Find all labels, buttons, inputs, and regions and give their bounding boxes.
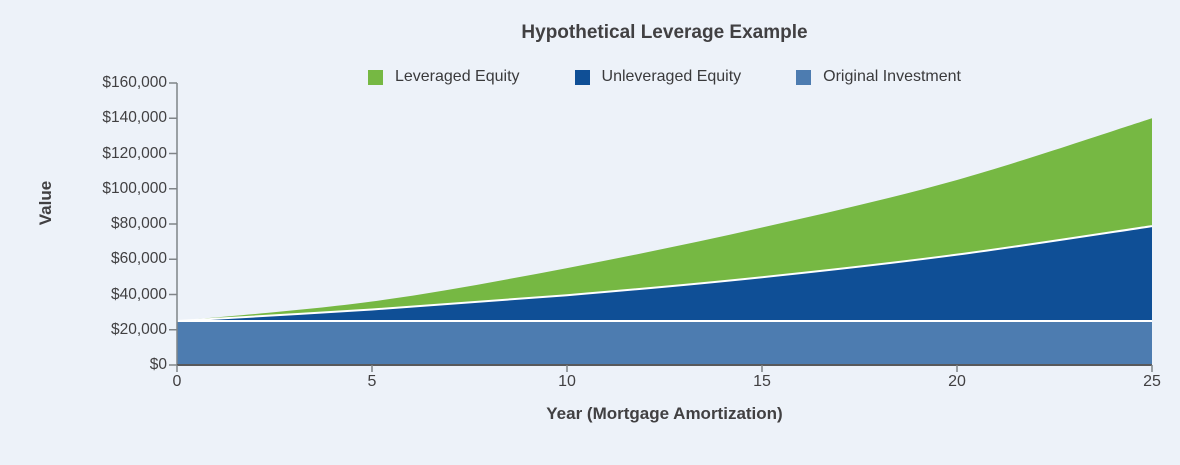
legend-item-original-investment: Original Investment (796, 68, 961, 86)
y-tick-label: $40,000 (110, 285, 167, 303)
legend-label-original-investment: Original Investment (823, 68, 961, 85)
x-tick-label: 0 (172, 373, 182, 390)
y-tick-label: $100,000 (102, 179, 167, 197)
x-tick-label: 20 (948, 373, 966, 390)
legend-label-unleveraged-equity: Unleveraged Equity (601, 68, 742, 85)
unleveraged-equity-top-separator (176, 225, 1153, 322)
leveraged-equity-swatch-icon (367, 69, 383, 85)
chart-title: Hypothetical Leverage Example (521, 22, 808, 43)
y-tick-label: $140,000 (102, 109, 167, 127)
x-axis-title: Year (Mortgage Amortization) (546, 404, 783, 423)
y-tick-label: $20,000 (110, 320, 167, 338)
y-axis-title: Value (36, 180, 55, 226)
original-investment-swatch-icon (796, 69, 812, 85)
y-tick-label: $120,000 (102, 144, 167, 162)
original-investment-area (177, 320, 1152, 365)
y-tick-label: $160,000 (102, 74, 167, 91)
x-tick-label: 5 (367, 373, 377, 390)
y-tick-label: $80,000 (110, 215, 167, 232)
legend-item-unleveraged-equity: Unleveraged Equity (574, 68, 742, 86)
legend-label-leveraged-equity: Leveraged Equity (394, 68, 520, 85)
x-tick-label: 10 (558, 373, 576, 390)
chart-legend: Leveraged Equity Unleveraged Equity Orig… (177, 68, 1152, 86)
y-tick-label: $0 (149, 356, 167, 373)
unleveraged-equity-swatch-icon (574, 69, 590, 85)
y-tick-label: $60,000 (110, 250, 167, 268)
legend-item-leveraged-equity: Leveraged Equity (367, 68, 520, 86)
x-tick-label: 15 (753, 373, 771, 390)
x-tick-label: 25 (1143, 373, 1161, 390)
